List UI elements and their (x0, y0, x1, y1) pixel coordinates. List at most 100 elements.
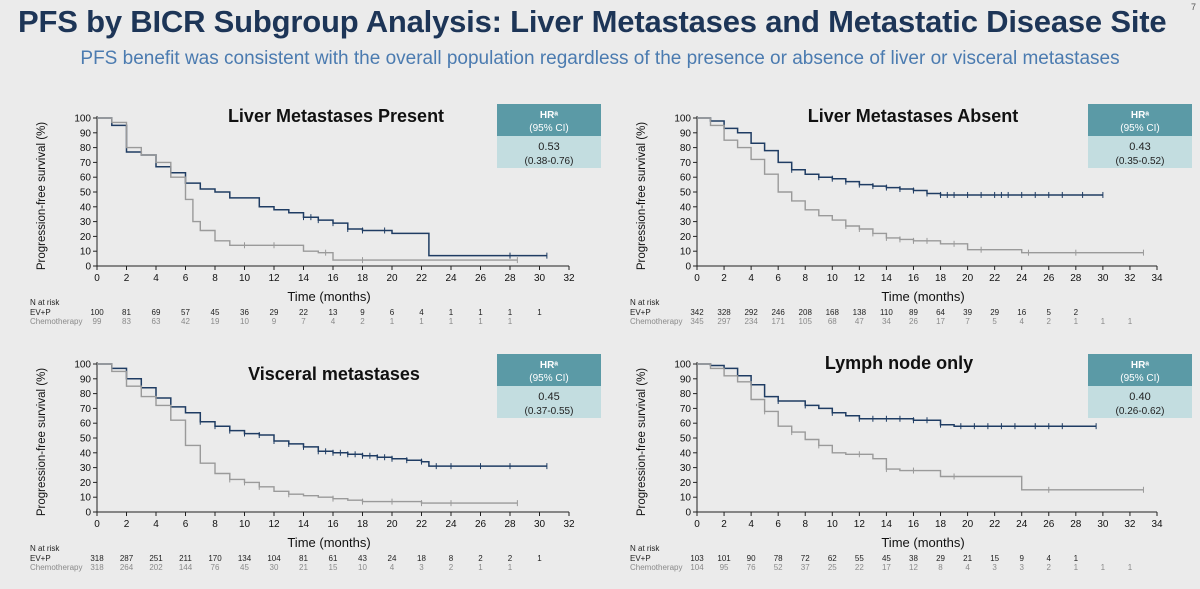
x-tick-label: 22 (416, 519, 428, 530)
x-tick-label: 24 (1016, 273, 1028, 284)
y-tick-label: 10 (680, 493, 692, 504)
hr-box-header (497, 354, 601, 386)
y-tick-label: 30 (680, 217, 692, 228)
risk-value: 8 (449, 554, 454, 563)
risk-value: 202 (149, 563, 163, 572)
x-tick-label: 20 (386, 273, 398, 284)
x-tick-label: 12 (268, 519, 280, 530)
x-tick-label: 26 (1043, 273, 1055, 284)
chart-title: Visceral metastases (248, 364, 420, 384)
series-line-chemotherapy (697, 117, 1144, 254)
risk-value: 64 (936, 308, 945, 317)
risk-value: 1 (1128, 563, 1133, 572)
x-tick-label: 6 (775, 519, 781, 530)
km-chart-1: Liver Metastases Present HRᵃ (95% CI) 0.53 (… (30, 104, 601, 326)
risk-value: 72 (801, 554, 810, 563)
x-tick-label: 30 (1097, 519, 1109, 530)
risk-row-label: Chemotherapy (630, 317, 682, 326)
risk-value: 22 (299, 308, 308, 317)
y-tick-label: 60 (80, 173, 92, 184)
x-tick-label: 18 (357, 519, 369, 530)
x-tick-label: 34 (1151, 273, 1163, 284)
series-line-ev-p (97, 117, 547, 257)
risk-value: 2 (508, 554, 513, 563)
risk-value: 345 (690, 317, 704, 326)
risk-value: 63 (152, 317, 161, 326)
risk-value: 134 (238, 554, 252, 563)
y-tick-label: 70 (680, 404, 692, 415)
x-tick-label: 16 (327, 519, 339, 530)
x-tick-label: 4 (748, 273, 754, 284)
y-tick-label: 100 (674, 114, 691, 125)
y-tick-label: 40 (680, 202, 692, 213)
risk-value: 8 (938, 563, 943, 572)
risk-row-label: Chemotherapy (30, 317, 82, 326)
y-tick-label: 70 (80, 404, 92, 415)
risk-value: 37 (801, 563, 810, 572)
risk-value: 9 (272, 317, 277, 326)
x-tick-label: 10 (827, 273, 839, 284)
risk-value: 2 (1047, 317, 1052, 326)
risk-value: 1 (1101, 563, 1106, 572)
risk-value: 5 (1047, 308, 1052, 317)
x-tick-label: 0 (94, 519, 100, 530)
risk-value: 21 (299, 563, 308, 572)
risk-value: 1 (449, 308, 454, 317)
km-chart-2: Liver Metastases Absent HRᵃ (95% CI) 0.43 (0… (630, 104, 1192, 326)
x-tick-label: 30 (534, 519, 546, 530)
y-tick-label: 90 (680, 374, 692, 385)
hr-box-body (497, 386, 601, 418)
hr-box-header (1088, 104, 1192, 136)
x-tick-label: 26 (475, 273, 487, 284)
x-tick-label: 28 (1070, 273, 1082, 284)
y-tick-label: 60 (680, 419, 692, 430)
hr-value: 0.40 (1129, 391, 1150, 403)
x-tick-label: 14 (881, 519, 893, 530)
risk-value: 34 (882, 317, 891, 326)
x-tick-label: 6 (775, 273, 781, 284)
x-tick-label: 8 (212, 273, 218, 284)
risk-value: 100 (90, 308, 104, 317)
y-tick-label: 70 (680, 158, 692, 169)
risk-value: 61 (329, 554, 338, 563)
x-tick-label: 12 (854, 519, 866, 530)
risk-value: 78 (774, 554, 783, 563)
x-tick-label: 28 (504, 519, 516, 530)
risk-value: 39 (963, 308, 972, 317)
y-tick-label: 10 (680, 247, 692, 258)
x-tick-label: 18 (935, 273, 947, 284)
risk-value: 29 (270, 308, 279, 317)
risk-value: 2 (1074, 308, 1079, 317)
y-tick-label: 20 (80, 232, 92, 243)
x-tick-label: 8 (802, 519, 808, 530)
risk-value: 15 (329, 563, 338, 572)
risk-value: 90 (747, 554, 756, 563)
risk-value: 29 (990, 308, 999, 317)
x-tick-label: 28 (504, 273, 516, 284)
risk-value: 292 (744, 308, 758, 317)
risk-value: 1 (1074, 563, 1079, 572)
risk-value: 45 (240, 563, 249, 572)
risk-value: 138 (853, 308, 867, 317)
hr-header-label: HRᵃ (1131, 110, 1149, 121)
page-subtitle: PFS benefit was consistent with the over… (80, 48, 1120, 69)
series-line-chemotherapy (97, 117, 518, 261)
x-tick-label: 10 (239, 519, 251, 530)
y-tick-label: 20 (80, 478, 92, 489)
risk-value: 1 (1101, 317, 1106, 326)
y-tick-label: 10 (80, 493, 92, 504)
hr-ci-label: (95% CI) (1120, 373, 1159, 384)
x-tick-label: 2 (721, 519, 727, 530)
y-tick-label: 50 (80, 188, 92, 199)
y-tick-label: 30 (80, 217, 92, 228)
x-tick-label: 24 (1016, 519, 1028, 530)
x-axis-label: Time (months) (287, 289, 370, 304)
km-chart-3: Visceral metastases HRᵃ (95% CI) 0.45 (0.37-… (30, 354, 601, 572)
y-tick-label: 50 (680, 188, 692, 199)
risk-row-label: EV+P (630, 554, 651, 563)
hr-value: 0.53 (538, 141, 559, 153)
risk-value: 69 (152, 308, 161, 317)
y-tick-label: 90 (680, 128, 692, 139)
x-axis-label: Time (months) (881, 535, 964, 550)
